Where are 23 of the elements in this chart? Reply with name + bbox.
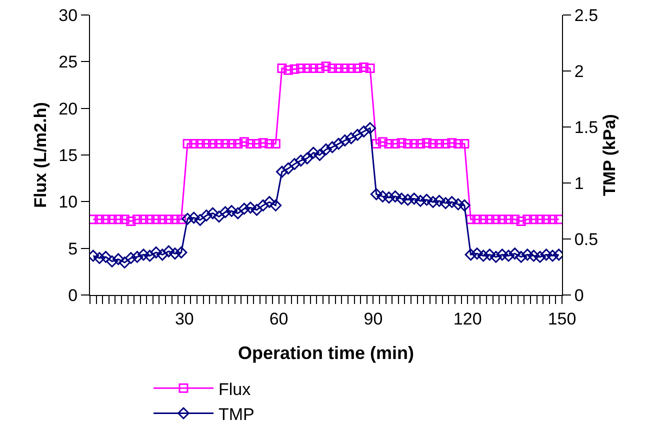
y2-tick-label: 2.5	[574, 6, 598, 25]
y2-tick-label: 0.5	[574, 230, 598, 249]
y2-tick-label: 1.5	[574, 118, 598, 137]
legend-label: Flux	[218, 380, 252, 399]
y-tick-label: 10	[58, 192, 78, 212]
x-tick-label: 30	[174, 309, 194, 328]
y-axis-title: Flux (L/m2.h)	[31, 102, 50, 208]
x-tick-label: 120	[453, 309, 482, 328]
legend-label: TMP	[218, 404, 254, 424]
y-tick-label: 20	[58, 99, 78, 118]
x-axis-title: Operation time (min)	[238, 343, 414, 363]
y2-tick-label: 1	[574, 174, 584, 193]
x-tick-label: 90	[364, 309, 383, 328]
y-tick-label: 25	[58, 52, 78, 72]
x-tick-label: 60	[269, 309, 288, 328]
y-tick-label: 5	[68, 239, 78, 258]
x-tick-label: 150	[548, 309, 576, 328]
y-tick-label: 0	[68, 286, 78, 305]
y-tick-label: 30	[58, 6, 78, 25]
y-tick-label: 15	[58, 146, 78, 165]
y2-tick-label: 2	[574, 62, 584, 81]
y2-axis-title: TMP (kPa)	[600, 114, 620, 196]
y2-tick-label: 0	[574, 286, 584, 305]
